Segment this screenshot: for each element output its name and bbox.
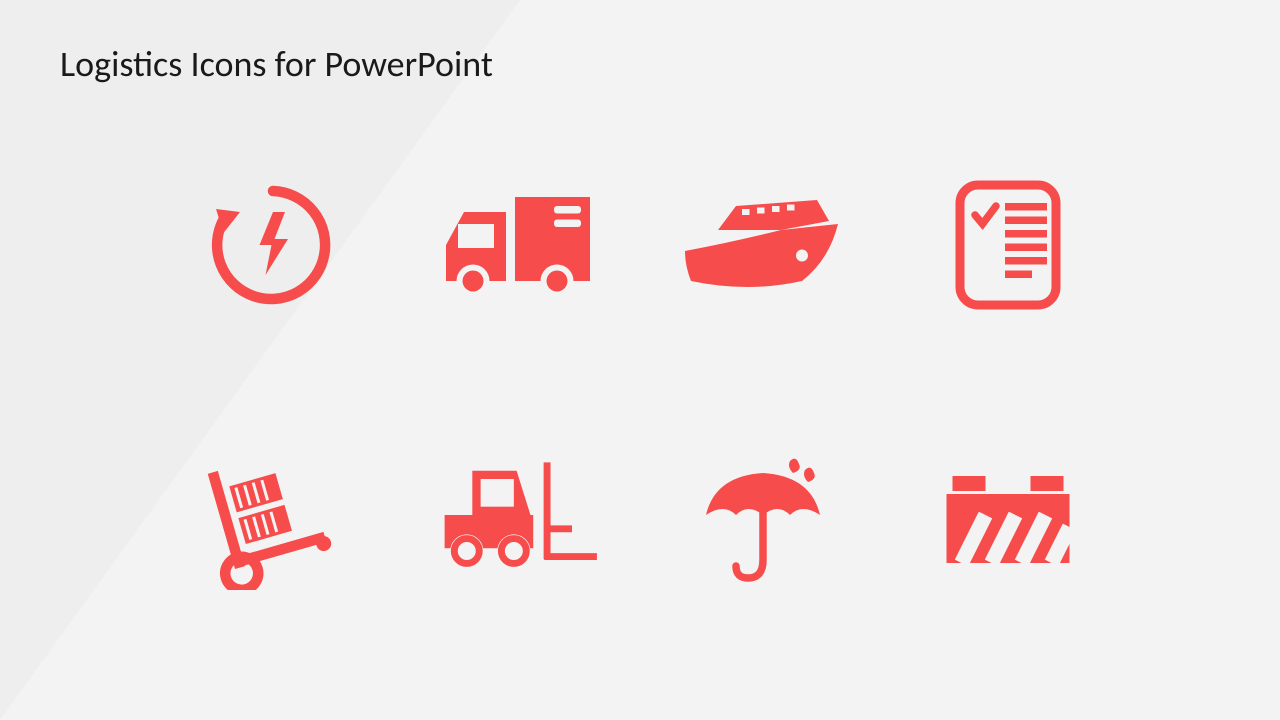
icon-grid [170, 170, 1110, 590]
hand-truck-icon [183, 440, 363, 590]
slide: Logistics Icons for PowerPoint [0, 0, 1280, 720]
truck-icon [428, 170, 608, 320]
checklist-icon [918, 170, 1098, 320]
fast-delivery-icon [183, 170, 363, 320]
ship-icon [673, 170, 853, 320]
page-title: Logistics Icons for PowerPoint [60, 42, 493, 86]
container-icon [918, 440, 1098, 590]
forklift-icon [428, 440, 608, 590]
umbrella-icon [673, 440, 853, 590]
